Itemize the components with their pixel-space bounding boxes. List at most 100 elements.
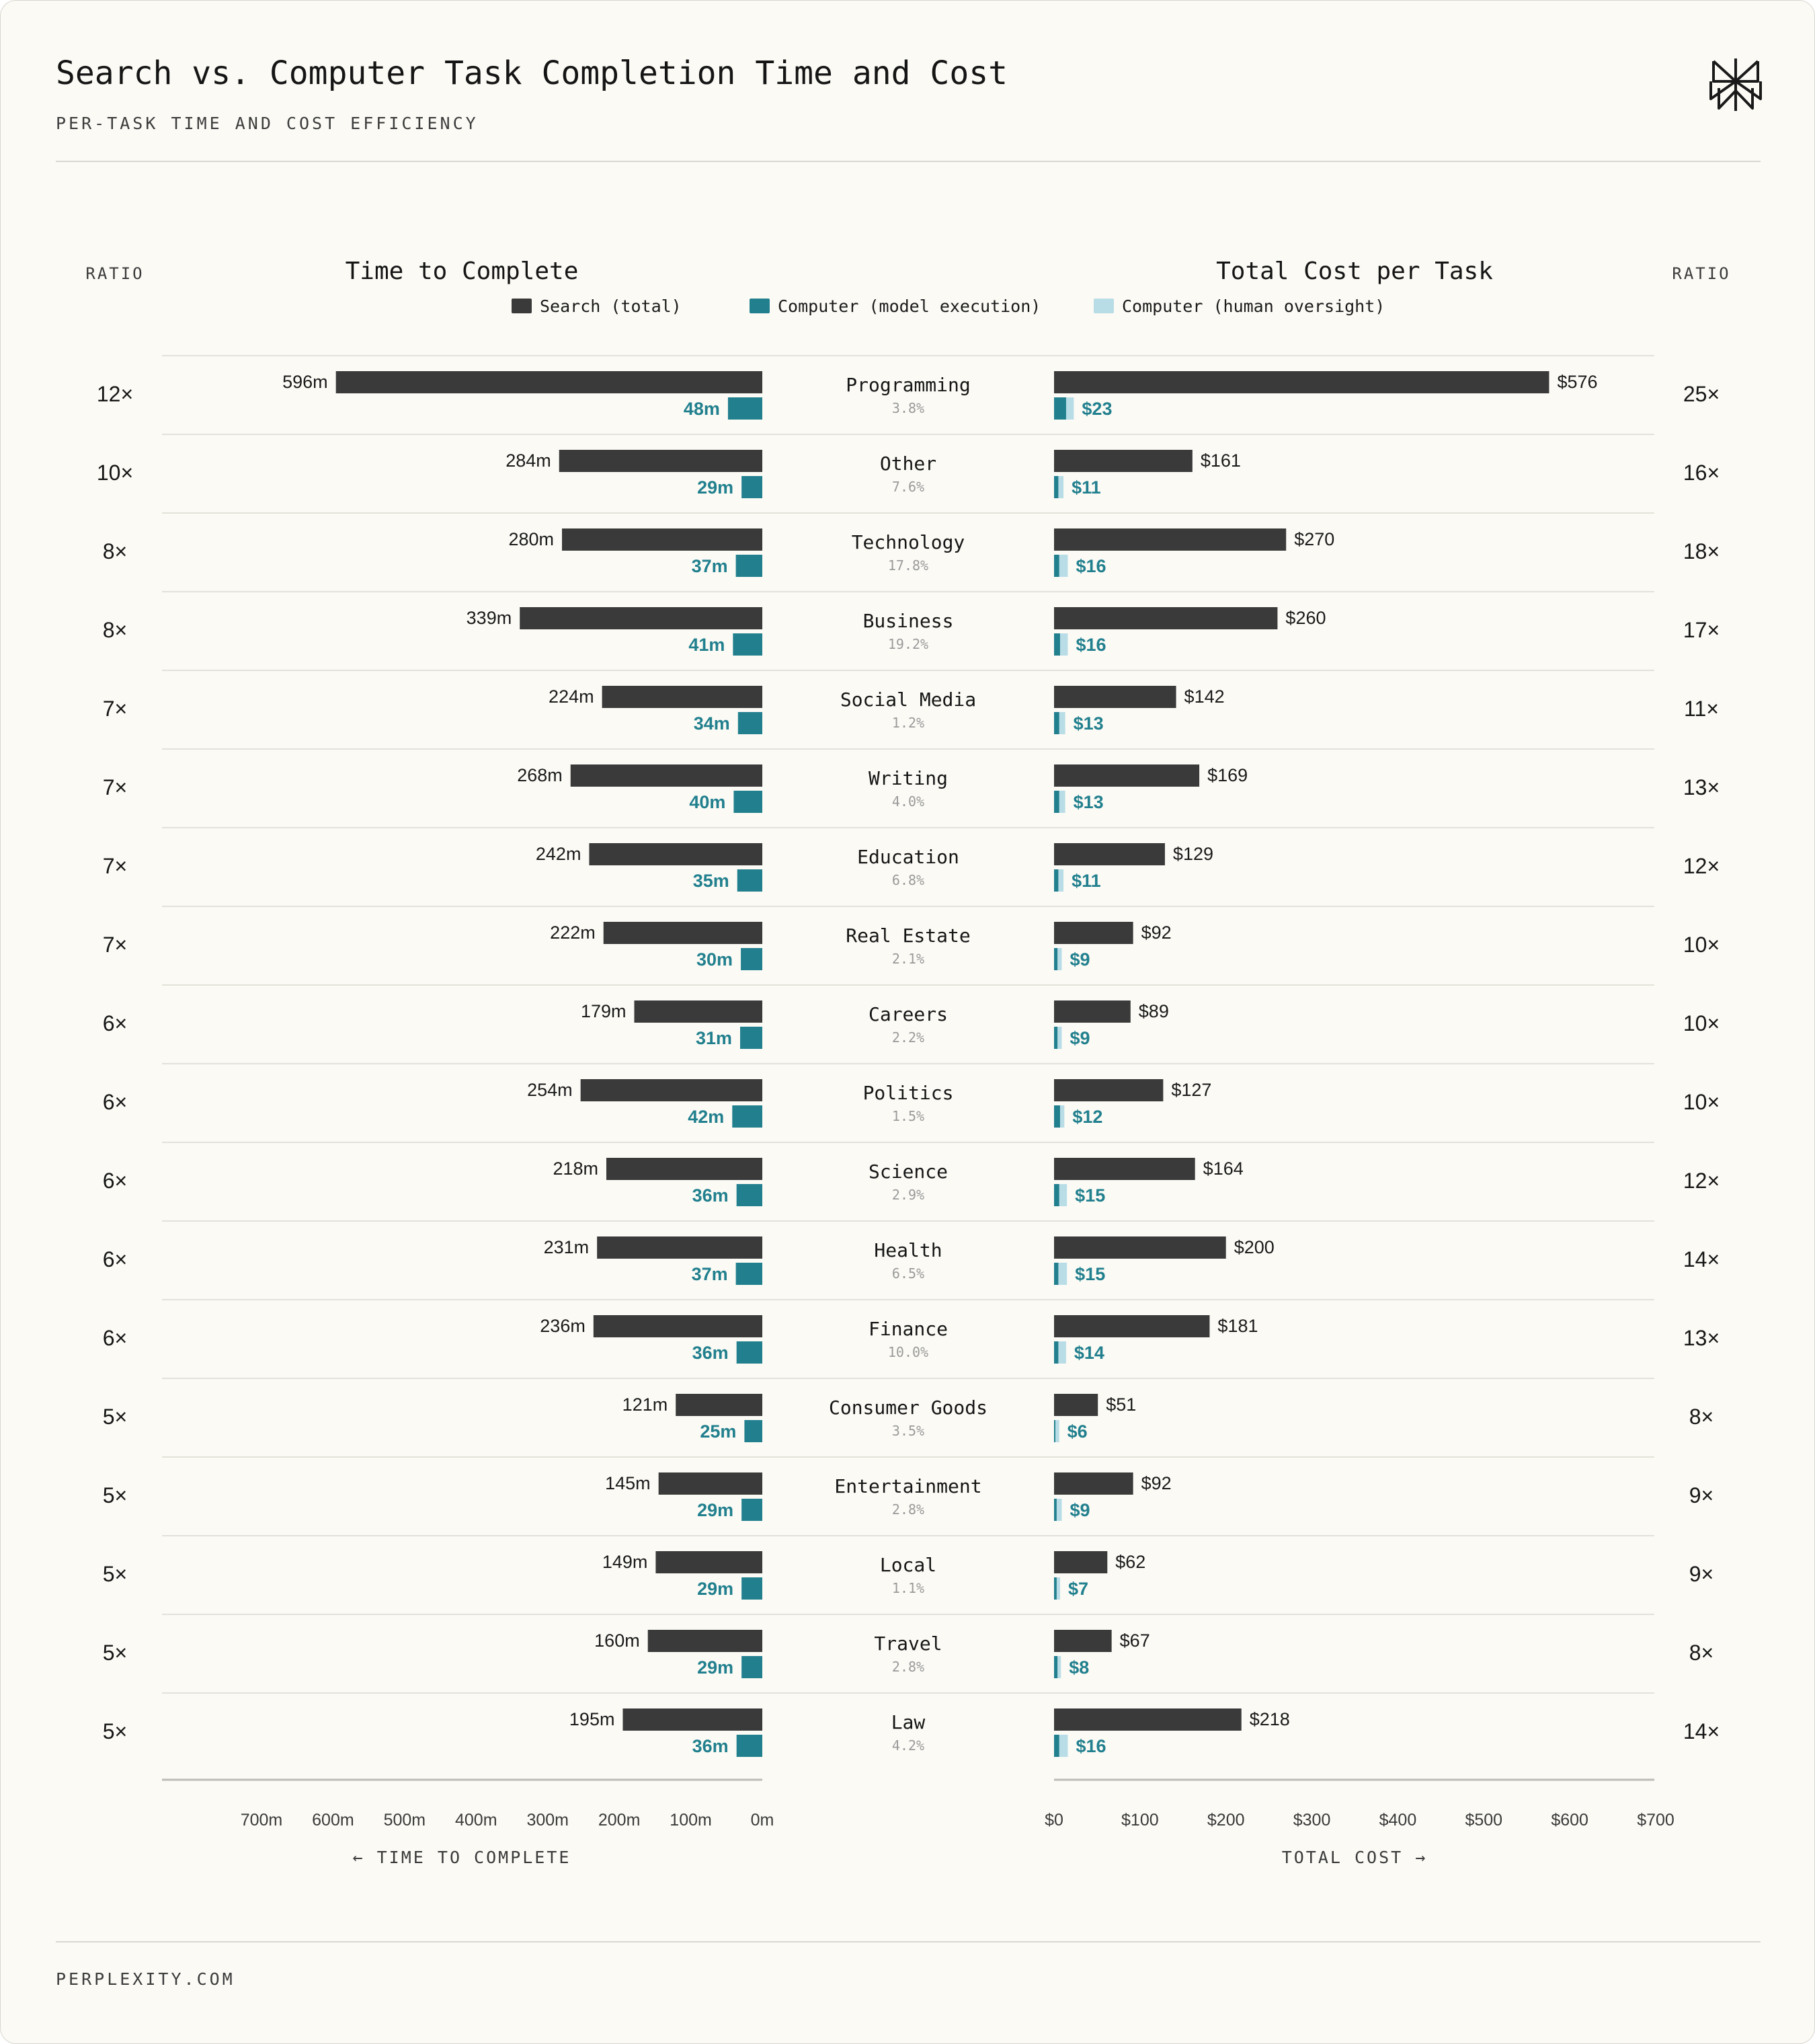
cost-label-search-travel: $67: [1120, 1630, 1150, 1651]
category-label-education: Education: [857, 846, 959, 868]
cost-label-search-social-media: $142: [1184, 686, 1225, 707]
cost-label-search-finance: $181: [1217, 1316, 1258, 1336]
cost-bar-human-real-estate: [1054, 948, 1062, 970]
category-share-health: 6.5%: [892, 1265, 924, 1282]
time-tick-label: 600m: [312, 1811, 354, 1830]
time-label-computer-careers: 31m: [696, 1028, 732, 1048]
cost-bar-search-finance: [1054, 1315, 1210, 1337]
category-share-education: 6.8%: [892, 872, 924, 888]
time-bar-computer-programming: [727, 397, 762, 420]
page-subtitle: PER-TASK TIME AND COST EFFICIENCY: [56, 114, 479, 133]
cost-bar-search-politics: [1054, 1079, 1164, 1101]
cost-bar-model-writing: [1054, 791, 1059, 813]
category-label-other: Other: [880, 453, 936, 475]
cost-label-search-careers: $89: [1139, 1001, 1169, 1021]
time-tick-label: 300m: [526, 1811, 569, 1830]
cost-bar-model-local: [1054, 1577, 1057, 1600]
time-bar-computer-other: [741, 476, 762, 498]
time-bar-search-careers: [634, 1000, 762, 1023]
time-ratio-header: RATIO: [85, 264, 144, 283]
category-share-politics: 1.5%: [892, 1108, 924, 1124]
category-share-writing: 4.0%: [892, 793, 924, 810]
cost-label-computer-writing: $13: [1074, 792, 1104, 812]
perplexity-logo-icon[interactable]: [1708, 57, 1763, 112]
time-bar-computer-consumer-goods: [744, 1420, 762, 1442]
category-label-writing: Writing: [869, 767, 948, 789]
time-ratio-entertainment: 5×: [103, 1483, 127, 1507]
time-label-search-business: 339m: [467, 608, 512, 628]
cost-bar-human-consumer-goods: [1054, 1420, 1059, 1442]
cost-bar-search-travel: [1054, 1630, 1112, 1652]
time-tick-label: 0m: [751, 1811, 774, 1830]
time-bar-search-local: [655, 1551, 762, 1573]
time-ratio-other: 10×: [97, 461, 133, 485]
time-bar-computer-technology: [735, 555, 762, 577]
time-bar-search-business: [520, 607, 762, 629]
cost-label-search-politics: $127: [1171, 1080, 1211, 1100]
time-label-computer-law: 36m: [692, 1736, 729, 1756]
cost-label-computer-real-estate: $9: [1070, 949, 1090, 970]
cost-bar-model-politics: [1054, 1105, 1060, 1128]
header-divider: [56, 161, 1761, 162]
cost-label-search-law: $218: [1250, 1709, 1290, 1729]
cost-bar-model-careers: [1054, 1027, 1058, 1049]
cost-ratio-careers: 10×: [1683, 1011, 1720, 1035]
cost-tick-label: $500: [1465, 1811, 1502, 1830]
time-label-computer-finance: 36m: [692, 1343, 729, 1363]
category-label-social-media: Social Media: [840, 689, 976, 711]
cost-label-search-education: $129: [1173, 844, 1213, 864]
category-label-entertainment: Entertainment: [834, 1475, 981, 1497]
time-label-search-politics: 254m: [527, 1080, 573, 1100]
time-ratio-health: 6×: [103, 1247, 127, 1271]
cost-bar-model-travel: [1054, 1656, 1058, 1678]
category-label-law: Law: [891, 1711, 926, 1733]
legend-swatch-2: [1094, 299, 1114, 313]
cost-ratio-education: 12×: [1683, 854, 1720, 878]
cost-bar-model-education: [1054, 869, 1059, 892]
cost-label-computer-technology: $16: [1076, 556, 1106, 576]
cost-label-computer-consumer-goods: $6: [1067, 1421, 1088, 1442]
time-bar-search-other: [559, 450, 762, 472]
cost-label-search-health: $200: [1234, 1237, 1275, 1257]
time-bar-computer-business: [733, 633, 762, 656]
cost-bar-model-business: [1054, 633, 1060, 656]
time-tick-label: 400m: [455, 1811, 497, 1830]
time-label-search-law: 195m: [569, 1709, 615, 1729]
category-label-finance: Finance: [869, 1318, 948, 1340]
cost-label-search-entertainment: $92: [1141, 1473, 1172, 1493]
time-tick-label: 700m: [241, 1811, 283, 1830]
time-label-computer-health: 37m: [692, 1264, 728, 1284]
time-tick-label: 200m: [598, 1811, 641, 1830]
time-bar-computer-real-estate: [741, 948, 762, 970]
time-bar-computer-health: [735, 1263, 762, 1285]
time-panel-title: Time to Complete: [346, 258, 579, 285]
time-label-search-local: 149m: [602, 1552, 648, 1572]
cost-bar-model-entertainment: [1054, 1499, 1057, 1521]
time-bar-search-writing: [570, 764, 762, 787]
time-bar-search-education: [589, 843, 762, 865]
cost-bar-search-programming: [1054, 371, 1549, 393]
cost-bar-search-technology: [1054, 528, 1287, 551]
cost-tick-label: $300: [1293, 1811, 1331, 1830]
time-bar-search-consumer-goods: [676, 1394, 762, 1416]
category-share-finance: 10.0%: [888, 1344, 928, 1360]
legend-swatch-0: [512, 299, 532, 313]
cost-bar-search-education: [1054, 843, 1165, 865]
category-label-health: Health: [874, 1239, 942, 1261]
time-bar-computer-finance: [736, 1341, 762, 1364]
time-label-computer-politics: 42m: [688, 1107, 724, 1127]
time-label-computer-real-estate: 30m: [696, 949, 733, 970]
time-bar-search-entertainment: [658, 1472, 762, 1495]
time-ratio-business: 8×: [103, 618, 127, 642]
cost-bar-model-science: [1054, 1184, 1059, 1206]
time-label-search-writing: 268m: [517, 765, 563, 785]
time-label-computer-science: 36m: [692, 1185, 729, 1206]
time-label-search-entertainment: 145m: [605, 1473, 651, 1493]
time-bar-search-politics: [580, 1079, 762, 1101]
cost-bar-search-other: [1054, 450, 1193, 472]
cost-bar-model-consumer-goods: [1054, 1420, 1055, 1442]
category-share-consumer-goods: 3.5%: [892, 1423, 924, 1439]
category-share-science: 2.9%: [892, 1187, 924, 1203]
category-share-social-media: 1.2%: [892, 715, 924, 731]
time-bar-search-finance: [593, 1315, 762, 1337]
